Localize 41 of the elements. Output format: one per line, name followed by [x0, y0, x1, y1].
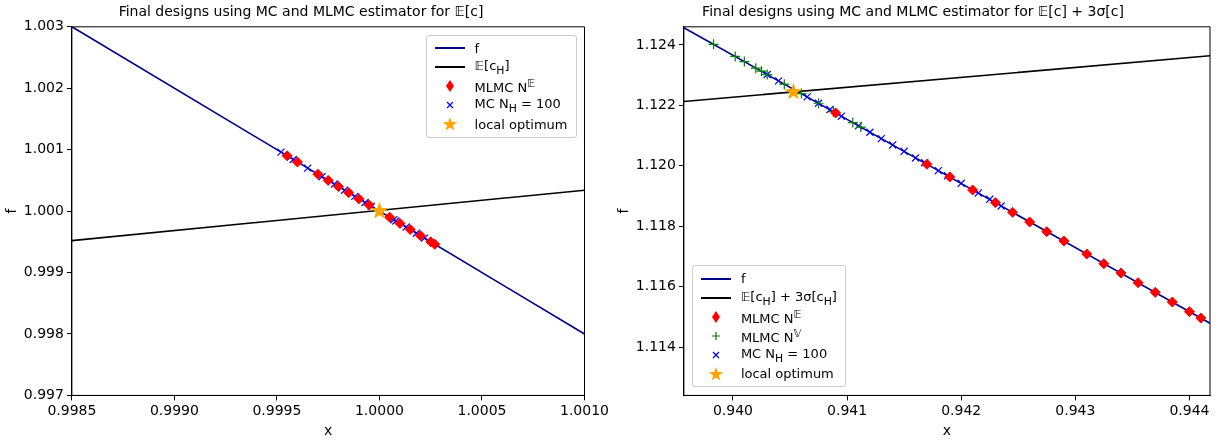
x-tick-label: 0.9985	[47, 402, 97, 419]
y-tick-label: 1.003	[23, 17, 64, 34]
x-tick-label: 0.943	[1055, 402, 1096, 419]
y-axis-title: f	[3, 207, 20, 214]
x-tick-label: 0.944	[1169, 402, 1210, 419]
y-tick-label: 1.114	[635, 337, 676, 354]
x-tick-label: 1.0005	[457, 402, 507, 419]
y-tick-label: 1.002	[23, 78, 64, 95]
chart-title: Final designs using MC and MLMC estimator for 𝔼[c]	[118, 3, 484, 20]
legend-label: 𝔼[c$_{H}$] + 3σ[c$_{H}$]	[740, 288, 837, 308]
y-tick-label: 1.116	[635, 277, 676, 294]
y-tick-label: 0.998	[23, 324, 64, 341]
legend-label: MC N$_{H}$ = 100	[740, 345, 828, 365]
legend-label: MC N$_{H}$ = 100	[474, 96, 561, 115]
legend-label: MLMC N$^{𝕍}$	[740, 326, 802, 346]
x-tick-label: 1.0000	[354, 402, 404, 419]
legend-label: MLMC N$^{𝔼}$	[740, 307, 802, 327]
y-tick-label: 1.001	[23, 140, 64, 157]
legend-label: MLMC N$^{𝔼}$	[474, 77, 536, 96]
x-tick-label: 0.9995	[252, 402, 302, 419]
x-tick-label: 1.0010	[560, 402, 610, 419]
chart-title: Final designs using MC and MLMC estimator for 𝔼[c] + 3σ[c]	[702, 3, 1124, 20]
x-tick-label: 0.942	[941, 402, 982, 419]
x-axis-title: x	[324, 422, 333, 439]
x-tick-label: 0.9990	[149, 402, 199, 419]
y-axis-title: f	[615, 207, 632, 214]
y-tick-label: 1.118	[635, 216, 676, 233]
x-tick-label: 0.940	[712, 402, 753, 419]
legend-label: local optimum	[740, 366, 834, 382]
y-tick-label: 0.999	[23, 263, 64, 280]
y-tick-label: 1.120	[635, 156, 676, 173]
legend-label: f	[740, 271, 746, 287]
y-tick-label: 1.000	[23, 201, 64, 218]
x-tick-label: 0.941	[827, 402, 868, 419]
legend-label: local optimum	[474, 116, 568, 132]
y-tick-label: 1.122	[635, 95, 676, 112]
x-axis-title: x	[942, 422, 952, 439]
y-tick-label: 1.124	[635, 35, 676, 52]
legend-label: f	[474, 40, 480, 56]
legend-label: 𝔼[c$_{H}$]	[474, 58, 510, 77]
y-tick-label: 0.997	[23, 386, 64, 403]
